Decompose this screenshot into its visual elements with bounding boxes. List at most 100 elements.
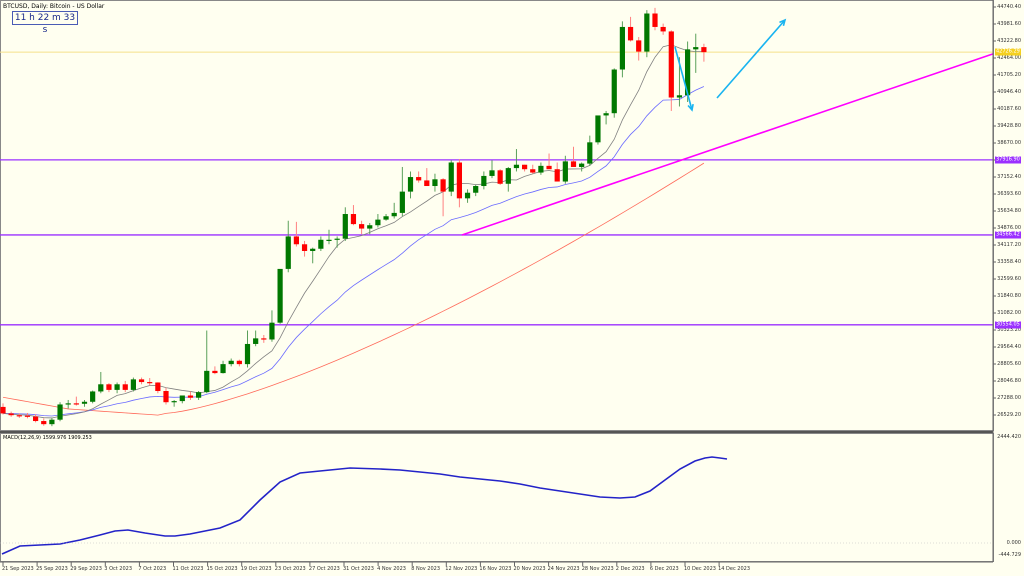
bear-candle (660, 26, 666, 32)
bear-candle (668, 31, 674, 98)
bull-candle (277, 268, 283, 323)
time-axis-label: 2 Dec 2023 (615, 566, 645, 572)
bear-candle (155, 382, 161, 392)
bull-candle (619, 26, 625, 70)
bear-candle (147, 382, 153, 384)
bear-candle (33, 416, 39, 422)
bear-candle (416, 177, 422, 181)
bull-candle (489, 170, 495, 176)
price-axis-label: 30323.20 (997, 327, 1021, 333)
level-price-tag: 30554.05 (995, 321, 1021, 329)
bear-candle (212, 370, 218, 374)
time-axis-label: 19 Oct 2023 (240, 566, 272, 572)
time-axis-label: 25 Sep 2023 (36, 566, 68, 572)
bull-candle (562, 161, 568, 182)
macd-indicator-title: MACD(12,26,9) 1599.976 1909.253 (3, 435, 92, 441)
bull-candle (399, 191, 405, 213)
time-axis-label: 11 Oct 2023 (172, 566, 204, 572)
bull-candle (464, 192, 471, 199)
bear-candle (138, 379, 145, 383)
bull-candle (98, 384, 104, 392)
bear-candle (163, 391, 169, 403)
bear-candle (106, 384, 112, 390)
bull-candle (513, 164, 520, 169)
bull-candle (253, 338, 259, 344)
time-axis-label: 7 Oct 2023 (138, 566, 167, 572)
bull-candle (310, 248, 316, 251)
bull-candle (587, 142, 593, 164)
price-axis-label: 42464.00 (997, 55, 1021, 61)
bear-candle (530, 169, 536, 173)
level-price-tag: 37916.90 (995, 156, 1021, 164)
time-axis-label: 28 Nov 2023 (581, 566, 614, 572)
chart-title: BTCUSD, Daily: Bitcoin - US Dollar (3, 3, 105, 10)
price-axis-label: 29564.40 (997, 344, 1021, 350)
bull-candle (407, 177, 414, 192)
ma-medium-line (2, 86, 705, 417)
bull-candle (196, 392, 202, 398)
bear-candle (122, 384, 128, 390)
down-arrow[interactable] (674, 46, 693, 111)
time-axis-label: 4 Nov 2023 (377, 566, 406, 572)
bull-candle (595, 115, 601, 143)
time-axis-label: 16 Nov 2023 (479, 566, 512, 572)
up-arrow[interactable] (716, 19, 786, 99)
bull-candle (171, 401, 177, 403)
bear-candle (359, 224, 365, 229)
price-axis-label: 27288.00 (997, 395, 1021, 401)
bull-candle (383, 216, 389, 220)
bull-candle (90, 391, 96, 402)
time-axis-label: 29 Sep 2023 (70, 566, 102, 572)
bear-candle (8, 413, 14, 416)
bull-candle (611, 69, 617, 114)
bull-candle (367, 225, 373, 229)
price-axis-label: 26529.20 (997, 412, 1021, 418)
bull-candle (676, 95, 683, 98)
candle-countdown: 11 h 22 m 33 s (12, 11, 78, 35)
bear-candle (187, 395, 194, 398)
bear-candle (350, 214, 357, 225)
bull-candle (432, 179, 438, 187)
macd-line (1, 456, 728, 555)
bull-candle (114, 384, 120, 390)
bull-candle (204, 370, 210, 393)
bull-candle (644, 13, 650, 52)
bull-candle (391, 212, 397, 217)
price-axis-label: 31082.00 (997, 310, 1021, 316)
price-axis-label: 40946.40 (997, 89, 1021, 95)
price-axis-label: 28046.80 (997, 378, 1021, 384)
ascending-trendline[interactable] (461, 53, 994, 236)
price-axis-label: 41705.20 (997, 72, 1021, 78)
down-arrow-head (687, 103, 694, 112)
bull-candle (473, 186, 479, 193)
candles (0, 7, 707, 427)
bear-candle (570, 161, 577, 167)
bull-candle (49, 419, 55, 425)
time-axis-label: 8 Nov 2023 (411, 566, 441, 572)
time-axis-label: 24 Nov 2023 (547, 566, 580, 572)
bull-candle (334, 238, 340, 240)
price-axis-label: 34876.00 (997, 225, 1021, 231)
bull-candle (285, 236, 291, 269)
bear-candle (554, 169, 560, 182)
price-axis-label: 38670.00 (997, 140, 1021, 146)
bull-candle (538, 165, 544, 173)
bear-candle (701, 47, 707, 53)
bull-candle (448, 162, 454, 192)
price-axis-label: 36393.60 (997, 191, 1021, 197)
macd-axis-label: 0.000 (1006, 540, 1021, 546)
bear-candle (636, 40, 642, 52)
price-axis-label: 33358.40 (997, 259, 1021, 265)
bull-candle (685, 49, 691, 96)
bull-candle (130, 379, 136, 390)
bear-candle (652, 13, 658, 27)
price-axis-label: 31840.80 (997, 293, 1021, 299)
time-axis-label: 31 Oct 2023 (343, 566, 374, 572)
bull-candle (342, 214, 348, 239)
price-axis-label: 43981.60 (997, 21, 1021, 27)
time-axis-label: 12 Nov 2023 (445, 566, 478, 572)
level-price-tag: 34566.42 (995, 231, 1021, 239)
time-axis-label: 20 Nov 2023 (513, 566, 546, 572)
